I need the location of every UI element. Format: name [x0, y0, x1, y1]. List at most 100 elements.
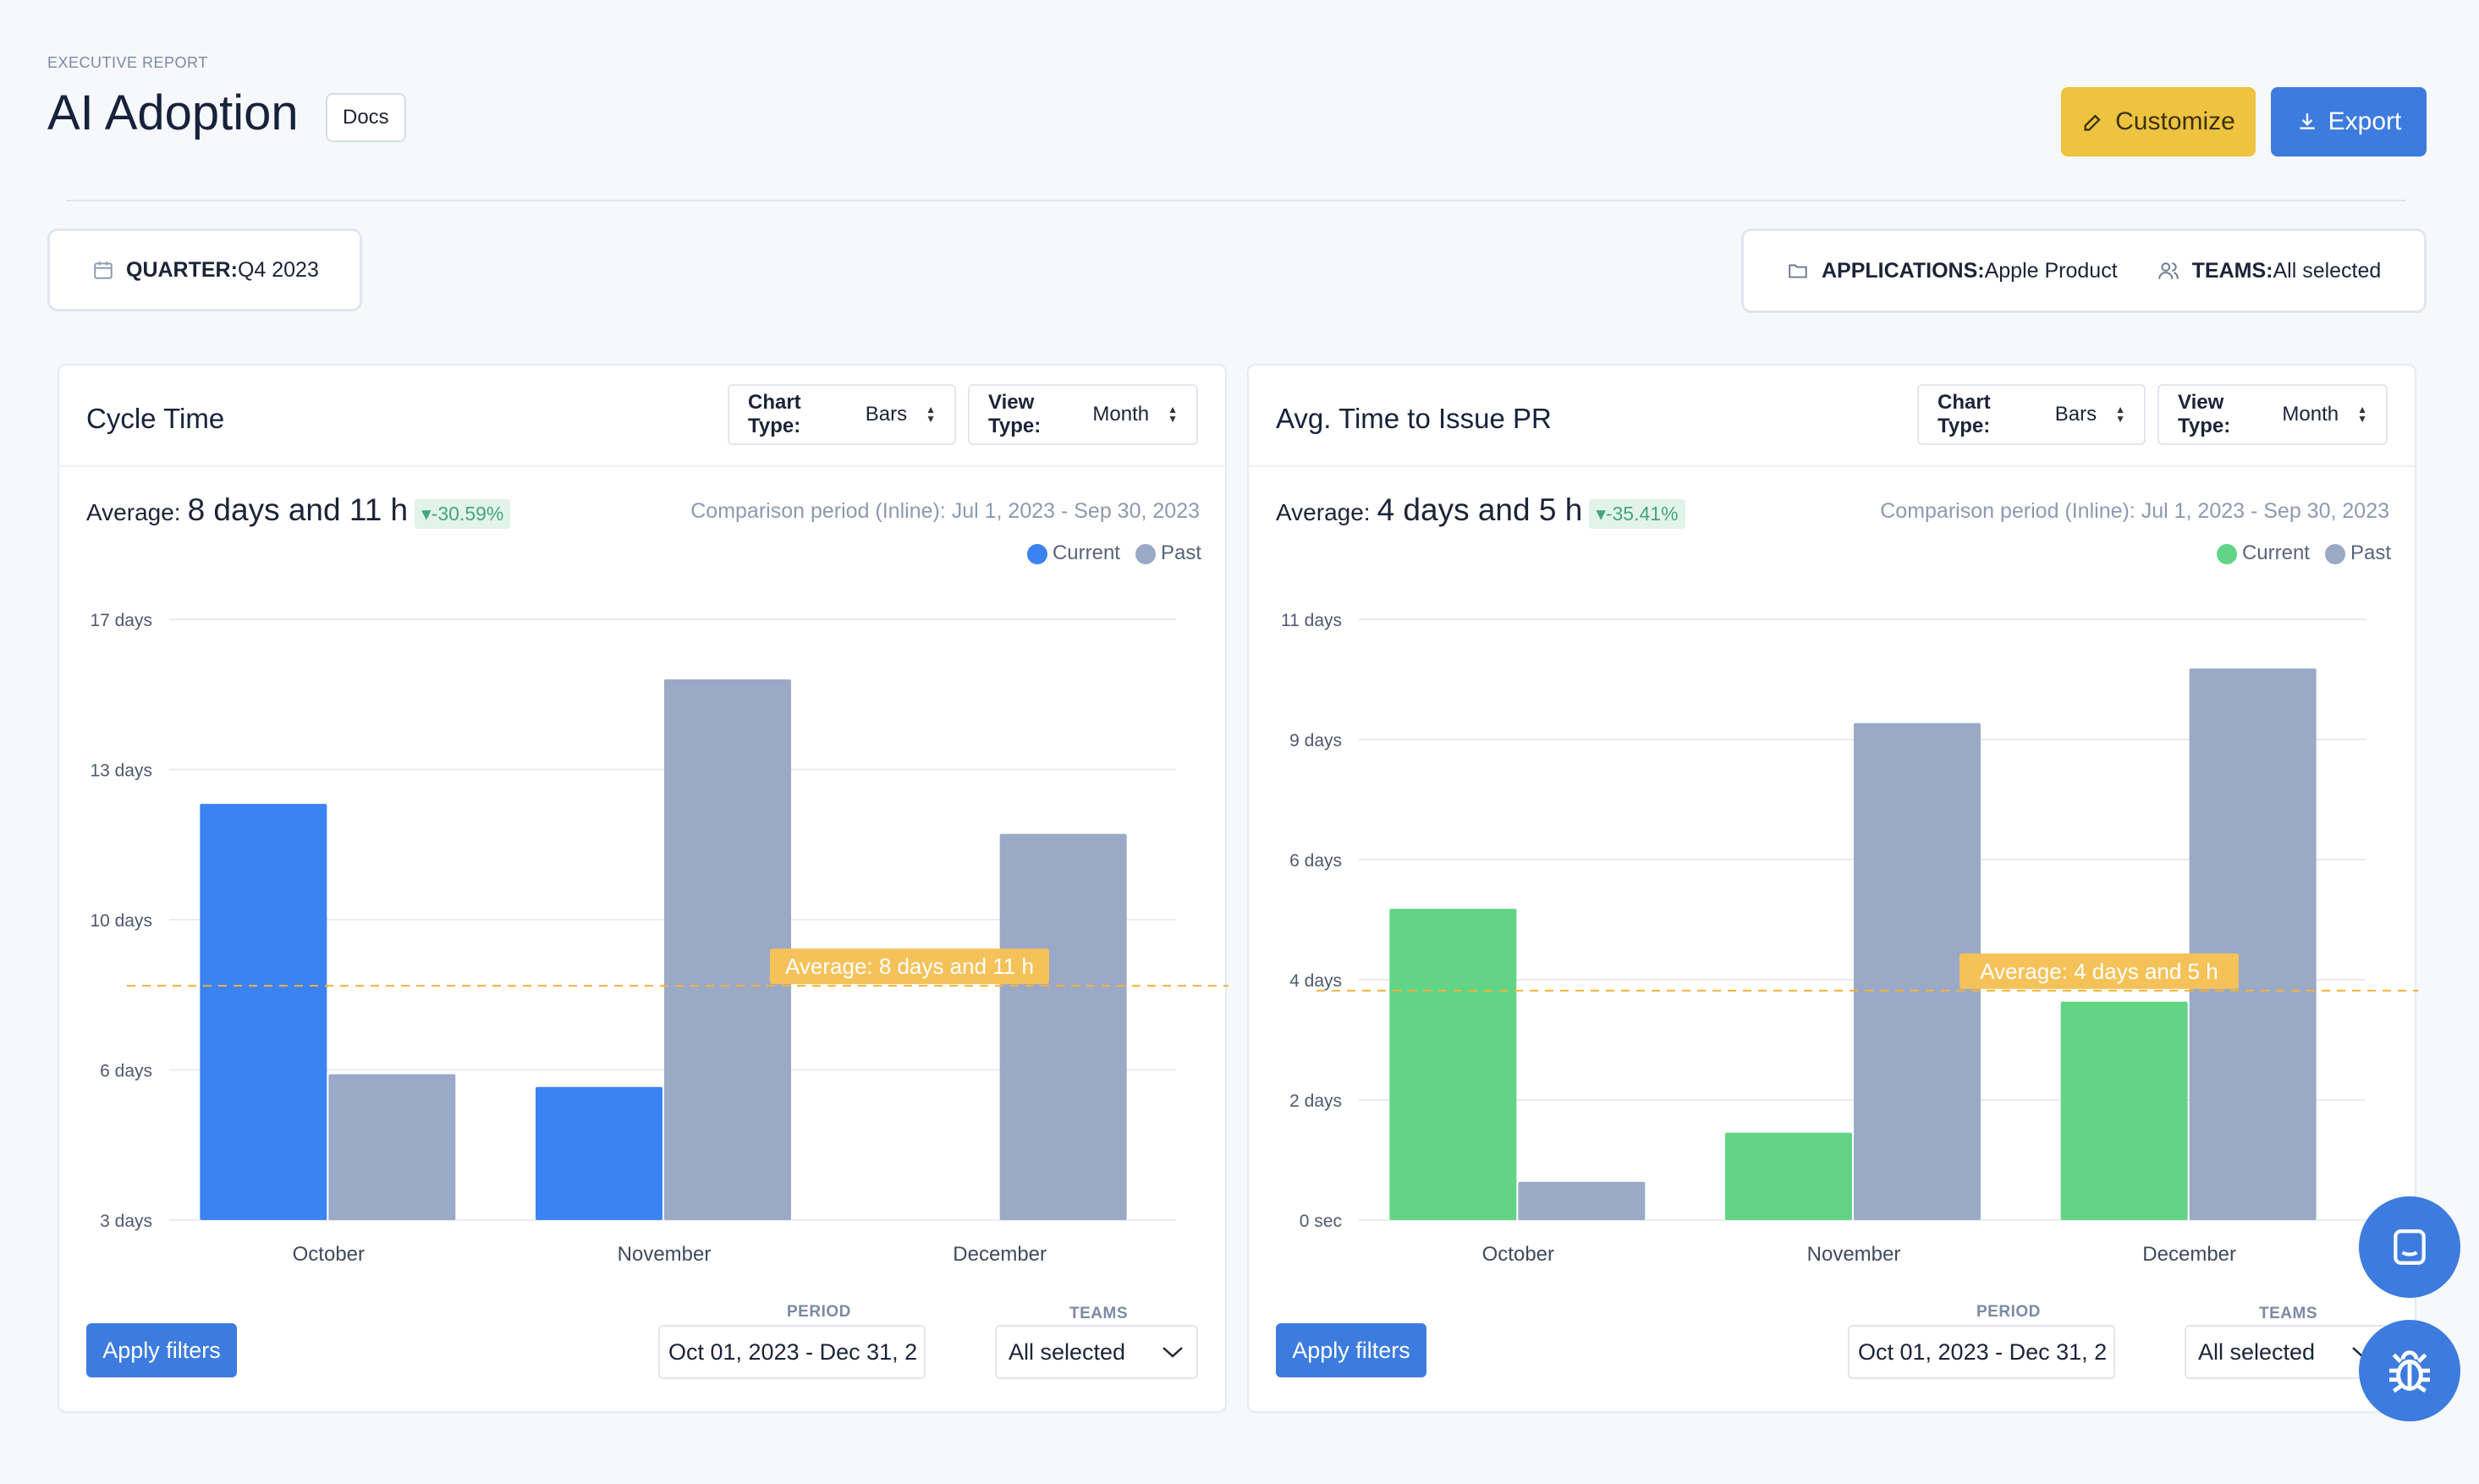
applications-teams-filter[interactable]: APPLICATIONS:Apple Product TEAMS:All sel… [1741, 228, 2427, 313]
customize-label: Customize [2115, 107, 2235, 135]
bar-current-december [2060, 1001, 2188, 1220]
x-tick-label: October [293, 1243, 365, 1266]
bug-report-button[interactable] [2359, 1320, 2460, 1421]
teams-label: TEAMS: [2191, 258, 2273, 283]
teams-select[interactable]: All selected [995, 1325, 1198, 1379]
page-eyebrow: EXECUTIVE REPORT [47, 54, 208, 71]
docs-button[interactable]: Docs [326, 93, 406, 142]
teams-select[interactable]: All selected [2185, 1325, 2388, 1379]
card-title: Avg. Time to Issue PR [1276, 403, 1552, 434]
average-prefix: Average: [1276, 499, 1371, 525]
bar-past-december [999, 833, 1127, 1220]
bar-current-october [1389, 909, 1517, 1220]
y-tick-label: 9 days [1289, 731, 1342, 750]
legend-past-label: Past [1160, 541, 1201, 564]
average-value: 4 days and 5 h [1377, 492, 1583, 527]
legend-dot-current [1026, 543, 1047, 564]
bar-current-october [200, 804, 327, 1220]
teams-filter-label: TEAMS [1069, 1305, 1128, 1322]
quarter-value: Q4 2023 [237, 257, 319, 282]
applications-value: Apple Product [1984, 258, 2118, 283]
comparison-period: Comparison period (Inline): Jul 1, 2023 … [690, 499, 1200, 523]
legend-current-label: Current [2241, 541, 2310, 564]
average-badge [1960, 953, 2239, 989]
delta-badge: ▾-30.59% [415, 499, 511, 529]
chart-legend: Current Past [1026, 541, 1201, 565]
apply-filters-button[interactable]: Apply filters [86, 1323, 237, 1377]
y-tick-label: 10 days [90, 911, 152, 931]
period-input[interactable]: Oct 01, 2023 - Dec 31, 2 [658, 1325, 926, 1379]
legend-dot-past [1135, 543, 1156, 564]
y-tick-label: 0 sec [1300, 1212, 1342, 1231]
view-type-label: View Type: [988, 391, 1042, 437]
export-button[interactable]: Export [2271, 87, 2427, 157]
chart-legend: Current Past [2216, 541, 2391, 565]
users-icon [2157, 262, 2179, 279]
legend-past[interactable]: Past [1135, 541, 1201, 565]
customize-button[interactable]: Customize [2061, 87, 2256, 157]
chart-type-select[interactable]: Chart Type: Bars ▲ ▼ [728, 384, 956, 445]
bar-past-october [328, 1074, 456, 1220]
card-header-divider [59, 465, 1225, 467]
y-tick-label: 2 days [1289, 1091, 1342, 1111]
x-tick-label: November [618, 1243, 712, 1266]
header-divider [66, 200, 2406, 201]
cycle-time-card: Cycle Time Chart Type: Bars ▲ ▼ View Type… [58, 364, 1229, 1413]
legend-past[interactable]: Past [2324, 541, 2391, 565]
average-badge-label: Average: 4 days and 5 h [1980, 959, 2218, 984]
sort-arrows-icon: ▲ ▼ [2115, 404, 2125, 425]
folder-icon [1789, 264, 1807, 278]
view-type-select[interactable]: View Type: Month ▲ ▼ [2157, 384, 2388, 445]
bar-current-november [536, 1086, 662, 1220]
legend-current-label: Current [1052, 541, 1120, 564]
card-title: Cycle Time [86, 403, 225, 434]
y-tick-label: 11 days [1281, 611, 1342, 630]
sort-arrows-icon: ▲ ▼ [1168, 404, 1178, 425]
period-label: PERIOD [787, 1303, 851, 1321]
export-label: Export [2328, 107, 2402, 135]
legend-dot-past [2324, 543, 2345, 564]
chat-widget-button[interactable] [2359, 1196, 2460, 1298]
y-tick-label: 4 days [1289, 971, 1342, 991]
chart-type-value: Bars [865, 403, 908, 426]
applications-label: APPLICATIONS: [1822, 258, 1985, 283]
teams-filter-label: TEAMS [2259, 1305, 2317, 1322]
view-type-label: View Type: [2178, 391, 2231, 437]
y-tick-label: 6 days [100, 1062, 152, 1081]
average-summary: Average: 4 days and 5 h ▾-35.41% [1276, 492, 1685, 529]
bar-past-november [664, 679, 791, 1220]
bar-past-november [1854, 723, 1981, 1220]
bug-icon [2389, 1350, 2430, 1393]
legend-current[interactable]: Current [1026, 541, 1120, 565]
comparison-period: Comparison period (Inline): Jul 1, 2023 … [1880, 499, 2389, 523]
card-header-divider [1249, 465, 2415, 467]
view-type-value: Month [2282, 403, 2339, 426]
apply-filters-button[interactable]: Apply filters [1276, 1323, 1426, 1377]
bar-current-november [1725, 1132, 1852, 1220]
legend-current[interactable]: Current [2216, 541, 2310, 565]
legend-dot-current [2216, 543, 2237, 564]
quarter-label: QUARTER: [126, 257, 238, 282]
chart-type-label: Chart Type: [1938, 391, 1991, 437]
average-badge [770, 948, 1049, 985]
delta-badge: ▾-35.41% [1589, 499, 1685, 529]
view-type-value: Month [1092, 403, 1150, 426]
cycle-time-chart: 3 days 6 days 10 days 13 days 17 days October… [90, 611, 1229, 1266]
quarter-filter[interactable]: QUARTER:Q4 2023 [47, 228, 362, 311]
period-label: PERIOD [1976, 1303, 2041, 1321]
teams-value: All selected [2273, 258, 2382, 283]
x-tick-label: November [1807, 1243, 1901, 1266]
x-tick-label: December [953, 1243, 1047, 1266]
average-summary: Average: 8 days and 11 h ▾-30.59% [86, 492, 511, 529]
chart-type-value: Bars [2054, 403, 2097, 426]
download-icon [2299, 113, 2315, 129]
chart-type-select[interactable]: Chart Type: Bars ▲ ▼ [1917, 384, 2146, 445]
view-type-select[interactable]: View Type: Month ▲ ▼ [968, 384, 1198, 445]
avg-time-to-issue-pr-card: Avg. Time to Issue PR Chart Type: Bars ▲… [1247, 364, 2418, 1413]
bar-past-october [1518, 1181, 1646, 1220]
y-tick-label: 6 days [1289, 851, 1342, 871]
chart-type-label: Chart Type: [748, 391, 801, 437]
calendar-icon [94, 261, 113, 279]
period-input[interactable]: Oct 01, 2023 - Dec 31, 2 [1848, 1325, 2115, 1379]
y-tick-label: 13 days [90, 761, 152, 781]
